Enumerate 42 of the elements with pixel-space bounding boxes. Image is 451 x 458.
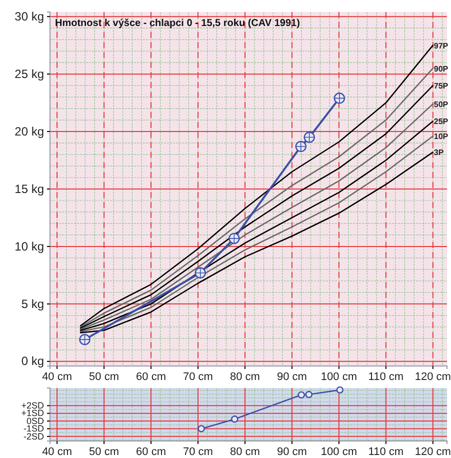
y-tick-label: +1SD: [21, 408, 44, 418]
y-tick-label: 15 kg: [14, 182, 44, 196]
x-tick-label: 60 cm: [136, 370, 166, 383]
point: [298, 391, 305, 399]
y-tick-label: 20 kg: [14, 124, 44, 138]
point: [231, 416, 238, 423]
x-tick-label: 70 cm: [183, 446, 213, 458]
x-tick-label: 100 cm: [320, 446, 357, 458]
series-label: 3P: [434, 148, 444, 158]
series-label: 97P: [434, 41, 449, 50]
point: [305, 390, 312, 398]
x-tick-label: 70 cm: [183, 370, 213, 383]
x-tick-label: 120 cm: [414, 446, 451, 458]
y-tick-label: +2SD: [21, 400, 44, 411]
point: [336, 386, 344, 394]
y-tick-label: 10 kg: [14, 239, 44, 254]
x-tick-label: 110 cm: [368, 370, 404, 383]
x-tick-label: 90 cm: [276, 446, 307, 458]
x-tick-label: 120 cm: [414, 370, 451, 383]
y-tick-label: -2SD: [23, 431, 44, 442]
series-label: 10P: [434, 132, 449, 142]
x-tick-label: 80 cm: [230, 370, 260, 383]
y-tick-label: 5 kg: [21, 296, 44, 311]
series-label: 25P: [434, 117, 449, 126]
y-tick-label: 0SD: [26, 416, 44, 426]
series-label: 90P: [434, 64, 449, 74]
y-tick-label: 30 kg: [14, 9, 44, 24]
x-tick-label: 100 cm: [320, 370, 357, 383]
y-tick-label: -1SD: [23, 424, 44, 434]
y-tick-label: 25 kg: [14, 66, 44, 81]
x-tick-label: 110 cm: [368, 446, 404, 458]
series-label: 50P: [434, 100, 449, 109]
x-tick-label: 80 cm: [230, 446, 260, 458]
series-label: 75P: [434, 82, 449, 91]
x-tick-label: 50 cm: [89, 446, 120, 458]
y-tick-label: 0 kg: [21, 354, 44, 368]
x-tick-label: 60 cm: [136, 446, 166, 458]
x-tick-label: 50 cm: [89, 370, 120, 383]
point: [198, 425, 205, 432]
x-tick-label: 40 cm: [42, 370, 72, 383]
x-tick-label: 90 cm: [276, 370, 307, 383]
x-tick-label: 40 cm: [42, 446, 72, 458]
